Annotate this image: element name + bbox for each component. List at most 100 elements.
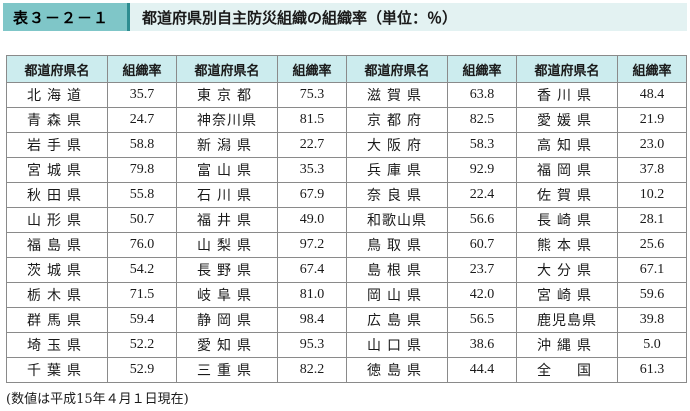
rate-cell: 67.4 xyxy=(277,257,347,283)
table-row: 千葉県 52.9 三重県 82.2 徳島県 44.4 全 国 61.3 xyxy=(6,357,687,383)
table-row: 茨城県 54.2 長野県 67.4 島根県 23.7 大分県 67.1 xyxy=(6,257,687,283)
prefecture-cell: 愛媛県 xyxy=(516,107,618,133)
prefecture-cell: 佐賀県 xyxy=(516,182,618,208)
header-prefecture: 都道府県名 xyxy=(176,55,278,83)
rate-cell: 67.1 xyxy=(617,257,687,283)
rate-cell: 24.7 xyxy=(107,107,177,133)
rate-cell: 79.8 xyxy=(107,157,177,183)
header-rate: 組織率 xyxy=(447,55,517,83)
table-row: 栃木県 71.5 岐阜県 81.0 岡山県 42.0 宮崎県 59.6 xyxy=(6,282,687,308)
rate-cell: 25.6 xyxy=(617,232,687,258)
prefecture-cell: 沖縄県 xyxy=(516,332,618,358)
rate-cell: 35.3 xyxy=(277,157,347,183)
header-row: 都道府県名 組織率 都道府県名 組織率 都道府県名 組織率 都道府県名 組織率 xyxy=(6,55,687,83)
rate-cell: 56.6 xyxy=(447,207,517,233)
rate-cell: 39.8 xyxy=(617,307,687,333)
prefecture-cell: 静岡県 xyxy=(176,307,278,333)
prefecture-cell: 熊本県 xyxy=(516,232,618,258)
rate-cell: 81.5 xyxy=(277,107,347,133)
rate-cell: 44.4 xyxy=(447,357,517,383)
rate-cell: 59.6 xyxy=(617,282,687,308)
prefecture-cell: 岐阜県 xyxy=(176,282,278,308)
prefecture-cell: 大分県 xyxy=(516,257,618,283)
title-divider xyxy=(127,3,130,31)
rate-cell: 61.3 xyxy=(617,357,687,383)
prefecture-cell: 長野県 xyxy=(176,257,278,283)
rate-cell: 59.4 xyxy=(107,307,177,333)
rate-cell: 35.7 xyxy=(107,82,177,108)
prefecture-cell: 埼玉県 xyxy=(6,332,108,358)
prefecture-cell: 富山県 xyxy=(176,157,278,183)
table-row: 青森県 24.7 神奈川県 81.5 京都府 82.5 愛媛県 21.9 xyxy=(6,107,687,133)
table-row: 岩手県 58.8 新潟県 22.7 大阪府 58.3 高知県 23.0 xyxy=(6,132,687,158)
prefecture-cell: 兵庫県 xyxy=(346,157,448,183)
rate-cell: 37.8 xyxy=(617,157,687,183)
prefecture-cell: 愛知県 xyxy=(176,332,278,358)
rate-cell: 98.4 xyxy=(277,307,347,333)
prefecture-cell: 長崎県 xyxy=(516,207,618,233)
prefecture-cell: 広島県 xyxy=(346,307,448,333)
rate-cell: 63.8 xyxy=(447,82,517,108)
prefecture-cell: 全 国 xyxy=(516,357,618,383)
footnote: (数値は平成15年４月１日現在) xyxy=(6,392,189,407)
rate-cell: 21.9 xyxy=(617,107,687,133)
prefecture-cell: 福井県 xyxy=(176,207,278,233)
prefecture-cell: 千葉県 xyxy=(6,357,108,383)
prefecture-cell: 石川県 xyxy=(176,182,278,208)
rate-cell: 52.2 xyxy=(107,332,177,358)
prefecture-cell: 山形県 xyxy=(6,207,108,233)
table-row: 秋田県 55.8 石川県 67.9 奈良県 22.4 佐賀県 10.2 xyxy=(6,182,687,208)
rate-cell: 28.1 xyxy=(617,207,687,233)
table-number-label: 表３－２－１ xyxy=(3,3,127,31)
rate-cell: 42.0 xyxy=(447,282,517,308)
prefecture-cell: 秋田県 xyxy=(6,182,108,208)
rate-cell: 54.2 xyxy=(107,257,177,283)
rate-cell: 48.4 xyxy=(617,82,687,108)
table-row: 埼玉県 52.2 愛知県 95.3 山口県 38.6 沖縄県 5.0 xyxy=(6,332,687,358)
table-row: 山形県 50.7 福井県 49.0 和歌山県 56.6 長崎県 28.1 xyxy=(6,207,687,233)
table-row: 北海道 35.7 東京都 75.3 滋賀県 63.8 香川県 48.4 xyxy=(6,82,687,108)
prefecture-cell: 三重県 xyxy=(176,357,278,383)
rate-cell: 76.0 xyxy=(107,232,177,258)
prefecture-cell: 神奈川県 xyxy=(176,107,278,133)
rate-cell: 55.8 xyxy=(107,182,177,208)
table-row: 福島県 76.0 山梨県 97.2 鳥取県 60.7 熊本県 25.6 xyxy=(6,232,687,258)
rate-cell: 71.5 xyxy=(107,282,177,308)
prefecture-cell: 島根県 xyxy=(346,257,448,283)
rate-cell: 22.7 xyxy=(277,132,347,158)
table-title: 都道府県別自主防災組織の組織率（単位：％） xyxy=(130,3,687,31)
prefecture-cell: 京都府 xyxy=(346,107,448,133)
rate-cell: 82.5 xyxy=(447,107,517,133)
header-prefecture: 都道府県名 xyxy=(516,55,618,83)
prefecture-cell: 岩手県 xyxy=(6,132,108,158)
header-rate: 組織率 xyxy=(277,55,347,83)
rate-cell: 52.9 xyxy=(107,357,177,383)
prefecture-cell: 青森県 xyxy=(6,107,108,133)
rate-cell: 82.2 xyxy=(277,357,347,383)
prefecture-cell: 栃木県 xyxy=(6,282,108,308)
table-row: 宮城県 79.8 富山県 35.3 兵庫県 92.9 福岡県 37.8 xyxy=(6,157,687,183)
prefecture-cell: 宮城県 xyxy=(6,157,108,183)
rate-cell: 50.7 xyxy=(107,207,177,233)
prefecture-cell: 東京都 xyxy=(176,82,278,108)
organization-rate-table: 都道府県名 組織率 都道府県名 組織率 都道府県名 組織率 都道府県名 組織率 … xyxy=(6,55,687,383)
prefecture-cell: 群馬県 xyxy=(6,307,108,333)
rate-cell: 56.5 xyxy=(447,307,517,333)
title-bar: 表３－２－１ 都道府県別自主防災組織の組織率（単位：％） xyxy=(3,3,687,31)
prefecture-cell: 高知県 xyxy=(516,132,618,158)
prefecture-cell: 宮崎県 xyxy=(516,282,618,308)
prefecture-cell: 徳島県 xyxy=(346,357,448,383)
rate-cell: 75.3 xyxy=(277,82,347,108)
prefecture-cell: 茨城県 xyxy=(6,257,108,283)
prefecture-cell: 大阪府 xyxy=(346,132,448,158)
rate-cell: 23.7 xyxy=(447,257,517,283)
prefecture-cell: 福岡県 xyxy=(516,157,618,183)
rate-cell: 49.0 xyxy=(277,207,347,233)
rate-cell: 10.2 xyxy=(617,182,687,208)
header-prefecture: 都道府県名 xyxy=(346,55,448,83)
rate-cell: 58.8 xyxy=(107,132,177,158)
rate-cell: 23.0 xyxy=(617,132,687,158)
prefecture-cell: 新潟県 xyxy=(176,132,278,158)
rate-cell: 67.9 xyxy=(277,182,347,208)
prefecture-cell: 岡山県 xyxy=(346,282,448,308)
